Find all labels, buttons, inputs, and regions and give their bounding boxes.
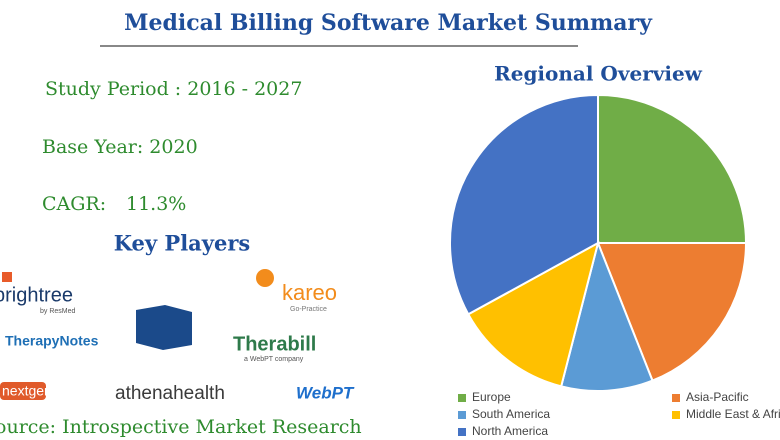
legend-swatch — [458, 411, 466, 419]
study-period: Study Period : 2016 - 2027 — [45, 78, 302, 100]
pie-slice — [596, 242, 748, 382]
legend-label: Asia-Pacific — [686, 390, 749, 404]
logo-sub: Go-Practice — [290, 306, 327, 313]
logo-sub: a WebPT company — [244, 356, 304, 363]
legend-swatch — [458, 428, 466, 436]
cagr-label: CAGR: — [42, 193, 106, 215]
legend-label: North America — [472, 424, 548, 438]
pie-slice — [466, 241, 600, 388]
logo: brightree — [0, 284, 73, 306]
pie-slice — [597, 93, 748, 244]
legend-label: Europe — [472, 390, 511, 404]
legend-label: South America — [472, 407, 550, 421]
key-players-title: Key Players — [114, 231, 251, 256]
logo-icon — [256, 269, 274, 287]
logo-bg — [0, 382, 46, 400]
logo: TherapyNotes — [5, 333, 99, 349]
logo: athenahealth — [115, 383, 225, 404]
chart-title: Regional Overview — [494, 62, 703, 86]
source: Source: Introspective Market Research — [0, 416, 362, 438]
logo-cube — [136, 305, 192, 350]
base-year: Base Year: 2020 — [42, 136, 198, 158]
logo-icon — [2, 272, 12, 282]
logo-sub: by ResMed — [40, 308, 76, 315]
logo: WebPT — [296, 383, 355, 402]
logo: Therabill — [233, 333, 316, 355]
legend-label: Middle East & Africa — [686, 407, 780, 421]
legend-swatch — [672, 394, 680, 402]
logo: nextgen — [2, 383, 52, 399]
pie-slice — [559, 239, 654, 392]
cagr-value: 11.3% — [126, 193, 186, 215]
pie-slice — [449, 93, 599, 316]
title: Medical Billing Software Market Summary — [124, 10, 653, 36]
legend-swatch — [458, 394, 466, 402]
legend-swatch — [672, 411, 680, 419]
logo: kareo — [282, 280, 337, 305]
